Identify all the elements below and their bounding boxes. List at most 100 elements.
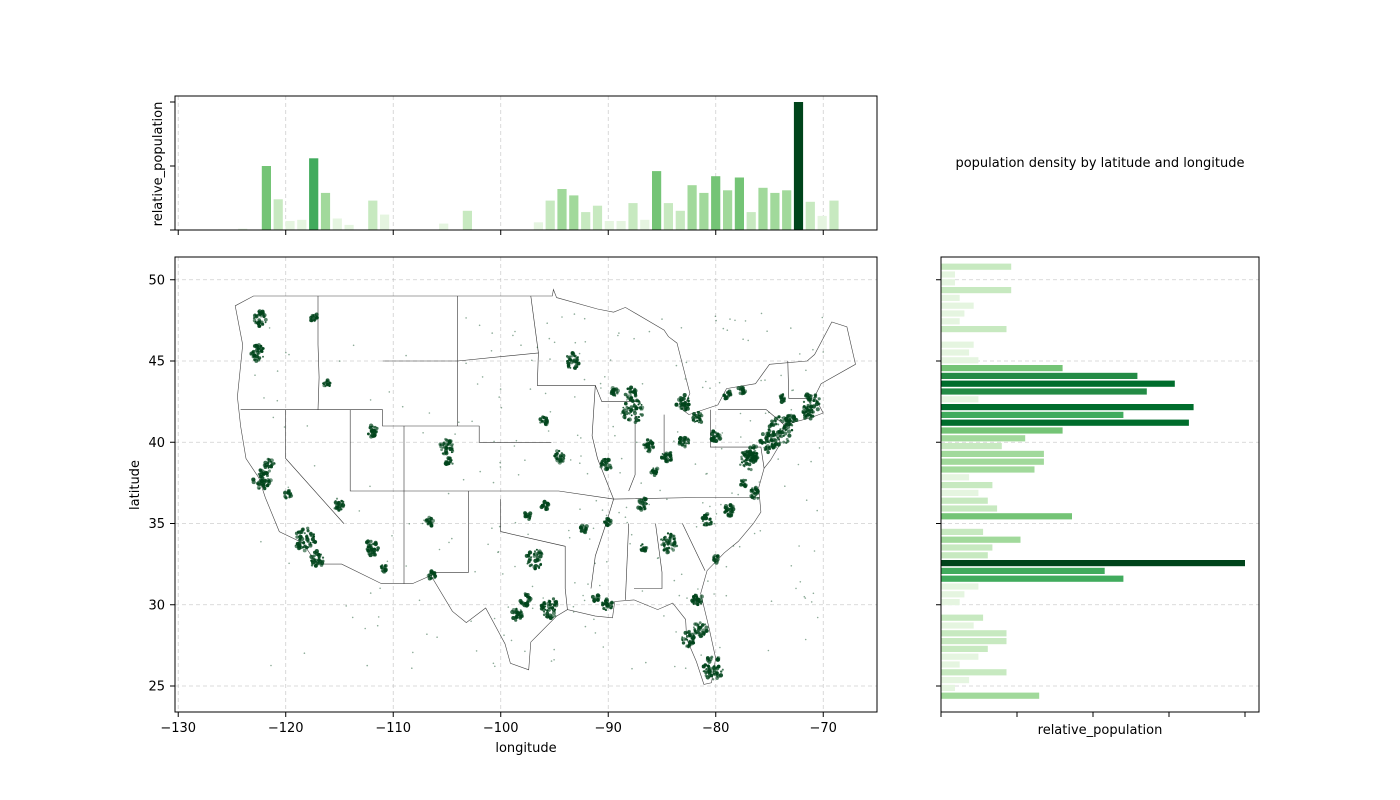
city-point [704,625,709,630]
city-point [269,460,273,463]
city-point [471,420,473,423]
city-point [790,565,793,567]
city-point [706,472,708,475]
top-bar [309,158,319,230]
city-point [569,366,572,369]
city-point [606,523,610,527]
top-bar [439,223,449,230]
city-point [287,486,290,489]
city-point [767,429,772,433]
city-point [262,315,266,319]
city-point [743,390,746,393]
city-point [450,447,454,451]
city-point [587,583,589,585]
city-point [267,460,270,464]
city-point [688,643,691,646]
city-point [369,592,372,594]
city-point [622,406,625,409]
city-point [545,611,550,616]
city-point [527,560,530,564]
city-point [625,408,629,412]
city-point [628,412,631,415]
city-point [771,423,776,427]
city-point [544,605,546,608]
city-point [548,337,551,340]
right-grid [941,279,1259,687]
city-point [639,506,643,511]
city-point [791,417,795,421]
city-point [743,454,749,459]
top-bar [817,215,827,230]
city-point [263,465,268,469]
city-point [625,405,629,409]
city-point [802,411,805,414]
city-point [550,660,553,662]
right-bar [941,684,955,691]
map-panel: −130 −120 −110 −100 −90 −80 −70 25 30 35 40 45 50 l… [128,256,878,756]
city-point [295,535,299,539]
city-point [540,552,544,556]
map-y-tick-label: 30 [148,598,165,613]
city-point [713,593,715,595]
city-point [791,389,793,392]
city-point [739,463,742,466]
top-bar [569,195,579,230]
city-point [576,356,579,359]
city-point [514,614,519,620]
city-point [675,631,677,633]
city-point [673,579,676,582]
right-ticks [936,279,1246,717]
city-point [790,424,794,427]
city-point [634,394,637,398]
city-point [373,428,376,432]
city-point [679,399,683,403]
city-point [720,503,722,506]
city-point [804,407,807,410]
city-point [519,600,524,605]
city-point [799,353,801,355]
city-point [555,457,558,461]
city-point [340,499,344,503]
city-point [605,604,609,608]
city-point [443,461,448,466]
city-point [379,587,381,590]
city-point [696,602,700,607]
city-point [566,359,570,363]
city-point [297,530,302,535]
city-point [538,554,543,559]
city-point [492,662,495,665]
city-point [294,544,297,547]
city-point [799,581,802,583]
city-point [595,593,599,597]
city-point [822,351,824,353]
top-bar [533,222,543,230]
city-point [738,388,741,391]
city-point [312,554,316,558]
city-point [594,632,597,634]
city-point [527,533,529,536]
city-point [543,419,548,424]
city-point [752,446,756,450]
city-point [555,451,559,455]
city-point [771,445,776,450]
city-point [624,516,627,518]
city-point [317,552,321,556]
top-grid [177,96,824,230]
city-point [808,400,812,404]
city-point [573,366,578,370]
city-point [262,355,264,358]
city-point [686,597,688,599]
city-point [699,598,702,600]
city-point [681,438,685,442]
top-bar [273,199,283,230]
city-point [261,347,265,350]
city-point [503,634,505,636]
city-point [701,623,705,627]
top-histogram-panel: relative_population [151,95,878,235]
city-point [527,517,531,521]
city-point [672,534,676,538]
city-point [260,540,262,543]
city-point [320,553,322,556]
city-point [706,664,711,668]
city-point [788,413,794,418]
